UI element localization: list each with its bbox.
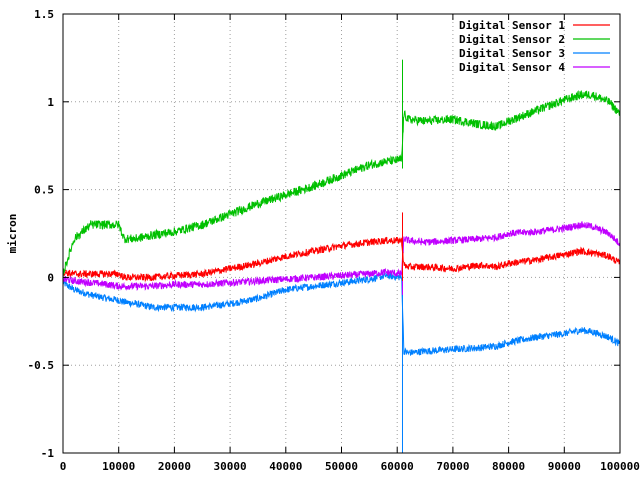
series-3 (62, 272, 621, 453)
x-tick-label: 50000 (325, 460, 358, 473)
series-line (62, 221, 621, 292)
x-tick-label: 60000 (381, 460, 414, 473)
legend-label: Digital Sensor 4 (459, 61, 565, 74)
legend-label: Digital Sensor 1 (459, 19, 565, 32)
x-tick-label: 40000 (269, 460, 302, 473)
series-2 (62, 59, 621, 279)
series-line (62, 90, 621, 279)
y-tick-label: -0.5 (28, 359, 55, 372)
x-tick-label: 30000 (214, 460, 247, 473)
x-tick-label: 80000 (492, 460, 525, 473)
x-tick-label: 0 (60, 460, 67, 473)
x-tick-label: 100000 (600, 460, 640, 473)
y-axis-label: micron (6, 214, 19, 254)
x-tick-label: 70000 (436, 460, 469, 473)
y-tick-label: 0 (47, 271, 54, 284)
series-line (62, 272, 621, 356)
y-tick-label: 1 (47, 96, 54, 109)
x-tick-label: 90000 (548, 460, 581, 473)
y-tick-label: 0.5 (34, 184, 54, 197)
series-1 (62, 212, 621, 283)
series-lines (62, 59, 621, 453)
series-line (62, 236, 621, 283)
axis-ticks: 0 10000 20000 30000 40000 50000 60000 70000 8000… (28, 8, 640, 473)
y-tick-label: -1 (41, 447, 55, 460)
y-tick-label: 1.5 (34, 8, 54, 21)
x-tick-label: 10000 (102, 460, 135, 473)
x-tick-label: 20000 (158, 460, 191, 473)
legend-label: Digital Sensor 3 (459, 47, 565, 60)
legend-label: Digital Sensor 2 (459, 33, 565, 46)
